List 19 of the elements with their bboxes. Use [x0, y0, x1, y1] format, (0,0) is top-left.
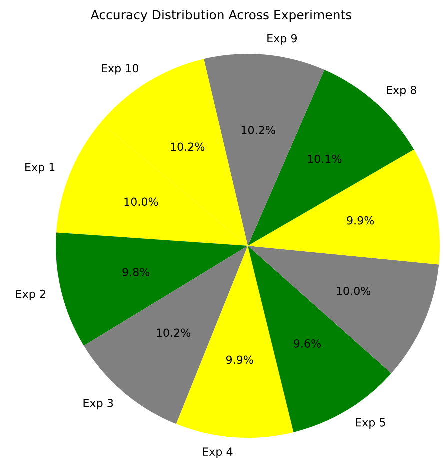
data-label: 10.0% — [337, 286, 371, 296]
slice-label: Exp 9 — [268, 34, 298, 45]
data-label: 9.6% — [294, 339, 321, 348]
slice-label: Exp 2 — [16, 290, 46, 300]
slice-label: Exp 10 — [102, 64, 139, 75]
slice-label: Exp 8 — [387, 86, 416, 97]
data-label: 9.9% — [226, 356, 254, 364]
slice-label: Exp 4 — [203, 448, 233, 458]
slice-label: Exp 3 — [84, 399, 114, 410]
slice-label: Exp 5 — [356, 418, 386, 429]
data-label: 10.0% — [124, 198, 158, 206]
chart-title: Accuracy Distribution Across Experiments — [90, 10, 352, 22]
data-label: 9.9% — [347, 216, 374, 225]
data-label: 10.2% — [157, 328, 191, 338]
slice-label: Exp 1 — [26, 163, 55, 174]
data-label: 10.2% — [171, 142, 205, 152]
data-label: 10.2% — [242, 126, 276, 134]
data-label: 9.8% — [122, 268, 150, 276]
data-label: 10.1% — [308, 154, 342, 164]
